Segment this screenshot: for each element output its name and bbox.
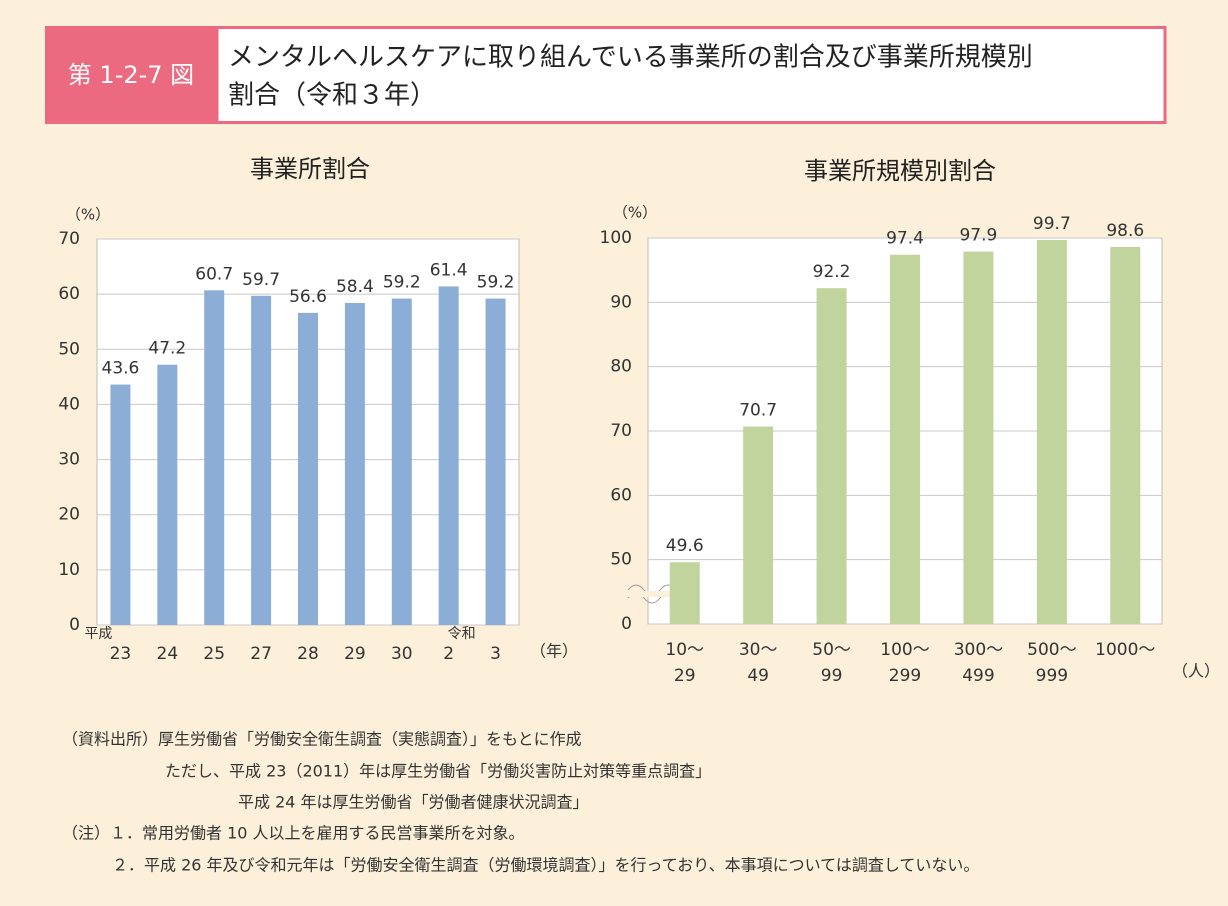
y-tick-label: 50 [610, 550, 632, 570]
x-tick-label: 1000〜 [1095, 640, 1155, 660]
data-label: 59.2 [477, 273, 515, 293]
note: （資料出所）厚生労働省「労働安全衛生調査（実態調査）」をもとに作成 [62, 730, 582, 749]
y-tick-label: 40 [58, 394, 80, 414]
note: 平成 24 年は厚生労働省「労働者健康状況調査」 [238, 793, 589, 812]
x-tick-label: 27 [250, 644, 272, 664]
charts: 事業所割合（%）（年）01020304050607043.62347.22460… [58, 155, 1220, 686]
bar [438, 286, 459, 625]
data-label: 70.7 [739, 400, 777, 420]
notes: （資料出所）厚生労働省「労働安全衛生調査（実態調査）」をもとに作成 ただし、平成… [62, 730, 979, 875]
x-tick-label: 3 [490, 644, 501, 664]
figure-label-box [45, 26, 217, 124]
x-tick-label: 30 [391, 644, 413, 664]
bar [391, 298, 412, 625]
y-tick-label: 10 [58, 560, 80, 580]
data-label: 97.4 [886, 229, 924, 249]
y-tick-label: 60 [610, 485, 632, 505]
x-tick-label: 30〜 [739, 640, 778, 660]
x-tick-label: 10〜 [665, 640, 704, 660]
x-tick-label: 499 [962, 666, 994, 686]
x-unit: （年） [530, 642, 578, 661]
bar [298, 312, 318, 625]
data-label: 92.2 [813, 262, 851, 282]
x-tick-label: 100〜 [880, 640, 929, 660]
title-box [215, 26, 1167, 124]
x-tick-label: 99 [821, 666, 843, 686]
x-tick-label: 299 [889, 666, 921, 686]
x-tick-label: 29 [344, 644, 366, 664]
bar [204, 290, 225, 625]
data-label: 56.6 [289, 287, 327, 307]
bar [1110, 247, 1141, 625]
y-tick-label: 70 [58, 229, 80, 249]
note: ただし、平成 23（2011）年は厚生労働省「労働災害防止対策等重点調査」 [165, 762, 711, 781]
data-label: 60.7 [195, 264, 233, 284]
data-label: 58.4 [336, 277, 374, 297]
y-unit: （%） [66, 206, 110, 224]
x-tick-label: 50〜 [812, 640, 851, 660]
chart-title: 事業所規模別割合 [804, 157, 996, 185]
x-tick-label: 2 [443, 644, 454, 664]
bar [110, 384, 131, 625]
figure-title: 割合（令和３年） [228, 81, 436, 111]
y-tick-label: 0 [621, 614, 632, 634]
bar [251, 295, 272, 625]
x-tick-label: 999 [1036, 666, 1068, 686]
bar [816, 288, 847, 624]
x-tick-label: 23 [110, 644, 132, 664]
bar [157, 364, 178, 625]
y-tick-label: 60 [58, 284, 80, 304]
data-label: 59.7 [242, 270, 280, 290]
chart-title: 事業所割合 [250, 155, 370, 183]
y-tick-label: 30 [58, 450, 80, 470]
y-tick-label: 80 [610, 357, 632, 377]
x-tick-label: 500〜 [1027, 640, 1076, 660]
y-tick-label: 50 [58, 339, 80, 359]
bar [963, 251, 994, 624]
figure-label: 第 1-2-7 図 [68, 61, 194, 89]
data-label: 59.2 [383, 273, 421, 293]
data-label: 49.6 [666, 536, 704, 556]
y-unit: （%） [613, 204, 657, 222]
note: （注）１．常用労働者 10 人以上を雇用する民営事業所を対象。 [62, 824, 525, 843]
axis-break-gap [628, 591, 670, 597]
y-tick-label: 20 [58, 505, 80, 525]
note: ２．平成 26 年及び令和元年は「労働安全衛生調査（労働環境調査）」を行っており… [112, 856, 979, 875]
x-tick-label: 300〜 [954, 640, 1003, 660]
x-tick-label: 28 [297, 644, 319, 664]
y-tick-label: 100 [600, 228, 632, 248]
x-tick-label: 25 [203, 644, 225, 664]
era-label: 令和 [448, 626, 476, 642]
x-tick-label: 49 [747, 666, 769, 686]
y-tick-label: 90 [610, 292, 632, 312]
x-unit: （人） [1172, 662, 1220, 681]
bar [669, 562, 700, 624]
bar [890, 254, 920, 624]
data-label: 97.9 [959, 226, 997, 246]
bar [1036, 239, 1067, 624]
data-label: 98.6 [1106, 221, 1144, 241]
bar [743, 426, 774, 624]
bar [485, 298, 506, 625]
data-label: 61.4 [430, 260, 468, 280]
x-tick-label: 29 [674, 666, 696, 686]
figure-title: メンタルヘルスケアに取り組んでいる事業所の割合及び事業所規模別 [228, 43, 1033, 73]
x-tick-label: 24 [157, 644, 179, 664]
y-tick-label: 70 [610, 421, 632, 441]
data-label: 43.6 [102, 359, 140, 379]
data-label: 47.2 [148, 339, 186, 359]
bar [344, 302, 365, 625]
era-label: 平成 [84, 626, 112, 642]
data-label: 99.7 [1033, 214, 1071, 234]
y-tick-label: 0 [69, 615, 80, 635]
